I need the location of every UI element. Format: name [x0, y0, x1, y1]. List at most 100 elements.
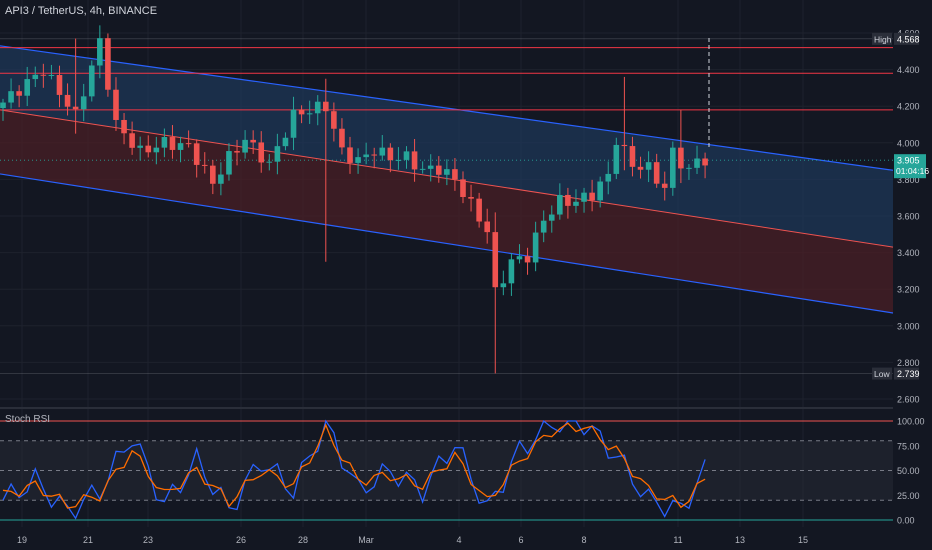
candle-body — [145, 145, 152, 153]
candle-body — [16, 91, 22, 96]
candle-body — [331, 111, 337, 129]
stoch-rsi-pane — [0, 419, 893, 521]
candle-body — [379, 147, 386, 156]
time-tick-label: 28 — [298, 535, 308, 545]
candle-body — [395, 159, 402, 161]
candle-body — [274, 146, 281, 162]
candlestick-series — [0, 25, 708, 374]
candle-body — [64, 94, 71, 107]
time-tick-label: 6 — [518, 535, 523, 545]
candle-body — [411, 151, 418, 170]
candle-body — [508, 259, 515, 284]
candle-body — [56, 74, 63, 95]
candle-body — [573, 201, 579, 206]
candle-body — [581, 192, 587, 202]
candle-body — [88, 65, 95, 97]
candle-body — [201, 164, 208, 166]
candle-body — [242, 139, 248, 153]
candle-body — [32, 74, 39, 80]
candle-body — [403, 151, 410, 160]
candle-body — [629, 146, 636, 167]
symbol-title[interactable]: API3 / TetherUS, 4h, BINANCE — [5, 5, 158, 17]
candle-body — [314, 101, 321, 114]
price-tick-label: 3.200 — [897, 285, 920, 295]
candle-body — [185, 143, 192, 145]
horizontal-levels — [0, 38, 893, 374]
low-tag-label: Low — [874, 369, 890, 379]
price-tick-label: 3.400 — [897, 248, 920, 258]
candle-body — [290, 109, 297, 138]
channel-upper-fill — [0, 45, 893, 248]
candle-body — [613, 144, 620, 174]
candle-body — [282, 137, 289, 147]
candle-body — [387, 147, 394, 161]
low-tag-bg — [872, 367, 892, 380]
price-tick-label: 4.000 — [897, 138, 920, 148]
candle-body — [661, 183, 668, 188]
rsi-axis[interactable]: 100.00 75.00 50.00 25.00 0.00 — [897, 417, 925, 526]
candle-body — [468, 197, 474, 199]
candle-body — [226, 151, 232, 175]
price-axis[interactable]: 4.6004.4004.2004.0003.8003.6003.4003.200… — [872, 29, 929, 405]
candle-body — [548, 214, 555, 221]
candle-body — [153, 147, 160, 153]
candle-body — [8, 91, 14, 103]
rsi-tick-label: 50.00 — [897, 466, 920, 476]
candle-body — [605, 173, 612, 182]
candle-body — [72, 106, 79, 110]
time-tick-label: 8 — [581, 535, 586, 545]
candle-body — [452, 169, 458, 180]
candle-body — [419, 168, 426, 170]
candle-body — [0, 102, 6, 109]
candle-body — [460, 179, 466, 198]
rsi-tick-label: 25.00 — [897, 491, 920, 501]
candle-body — [177, 143, 184, 150]
rsi-tick-label: 0.00 — [897, 516, 915, 526]
time-tick-label: 15 — [798, 535, 808, 545]
candle-body — [621, 144, 628, 147]
channel-upper-line — [0, 45, 894, 171]
low-value: 2.739 — [897, 369, 920, 379]
rsi-tick-label: 100.00 — [897, 417, 925, 427]
candle-body — [670, 147, 676, 188]
time-tick-label: 26 — [236, 535, 246, 545]
candle-body — [532, 232, 539, 263]
candle-body — [80, 96, 87, 110]
stoch-band-fill — [0, 440, 893, 501]
countdown-value: 01:04:16 — [896, 166, 929, 176]
candle-body — [371, 154, 378, 156]
candle-body — [24, 79, 31, 96]
candle-body — [678, 147, 684, 169]
stoch-k-line — [2, 419, 706, 520]
candle-body — [597, 181, 603, 201]
candle-body — [492, 232, 499, 288]
candle-body — [524, 256, 531, 263]
time-tick-label: 13 — [735, 535, 745, 545]
price-tick-label: 4.200 — [897, 102, 920, 112]
candle-body — [435, 165, 442, 175]
candle-body — [540, 220, 547, 233]
high-tag-label: High — [874, 34, 892, 44]
candle-body — [355, 157, 361, 163]
candle-body — [40, 74, 47, 76]
candle-body — [210, 165, 216, 184]
rsi-tick-label: 75.00 — [897, 441, 920, 451]
time-tick-label: 11 — [673, 535, 682, 545]
candle-body — [347, 147, 353, 163]
candle-body — [653, 162, 660, 184]
candle-body — [258, 142, 265, 163]
candle-body — [161, 137, 168, 148]
channel-lower-line — [0, 173, 894, 314]
stoch-rsi-title[interactable]: Stoch RSI — [5, 414, 51, 425]
candle-body — [323, 101, 329, 112]
candle-body — [444, 169, 450, 175]
candle-body — [113, 89, 119, 120]
candle-body — [637, 166, 644, 170]
price-tick-label: 2.800 — [897, 358, 920, 368]
candle-body — [476, 198, 482, 222]
candle-body — [169, 137, 176, 150]
price-tick-label: 3.000 — [897, 321, 920, 331]
high-tag-bg — [872, 32, 892, 45]
price-tick-label: 3.600 — [897, 212, 920, 222]
time-axis[interactable]: 19 21 23 26 28 Mar 4 6 8 11 13 15 — [17, 535, 808, 545]
